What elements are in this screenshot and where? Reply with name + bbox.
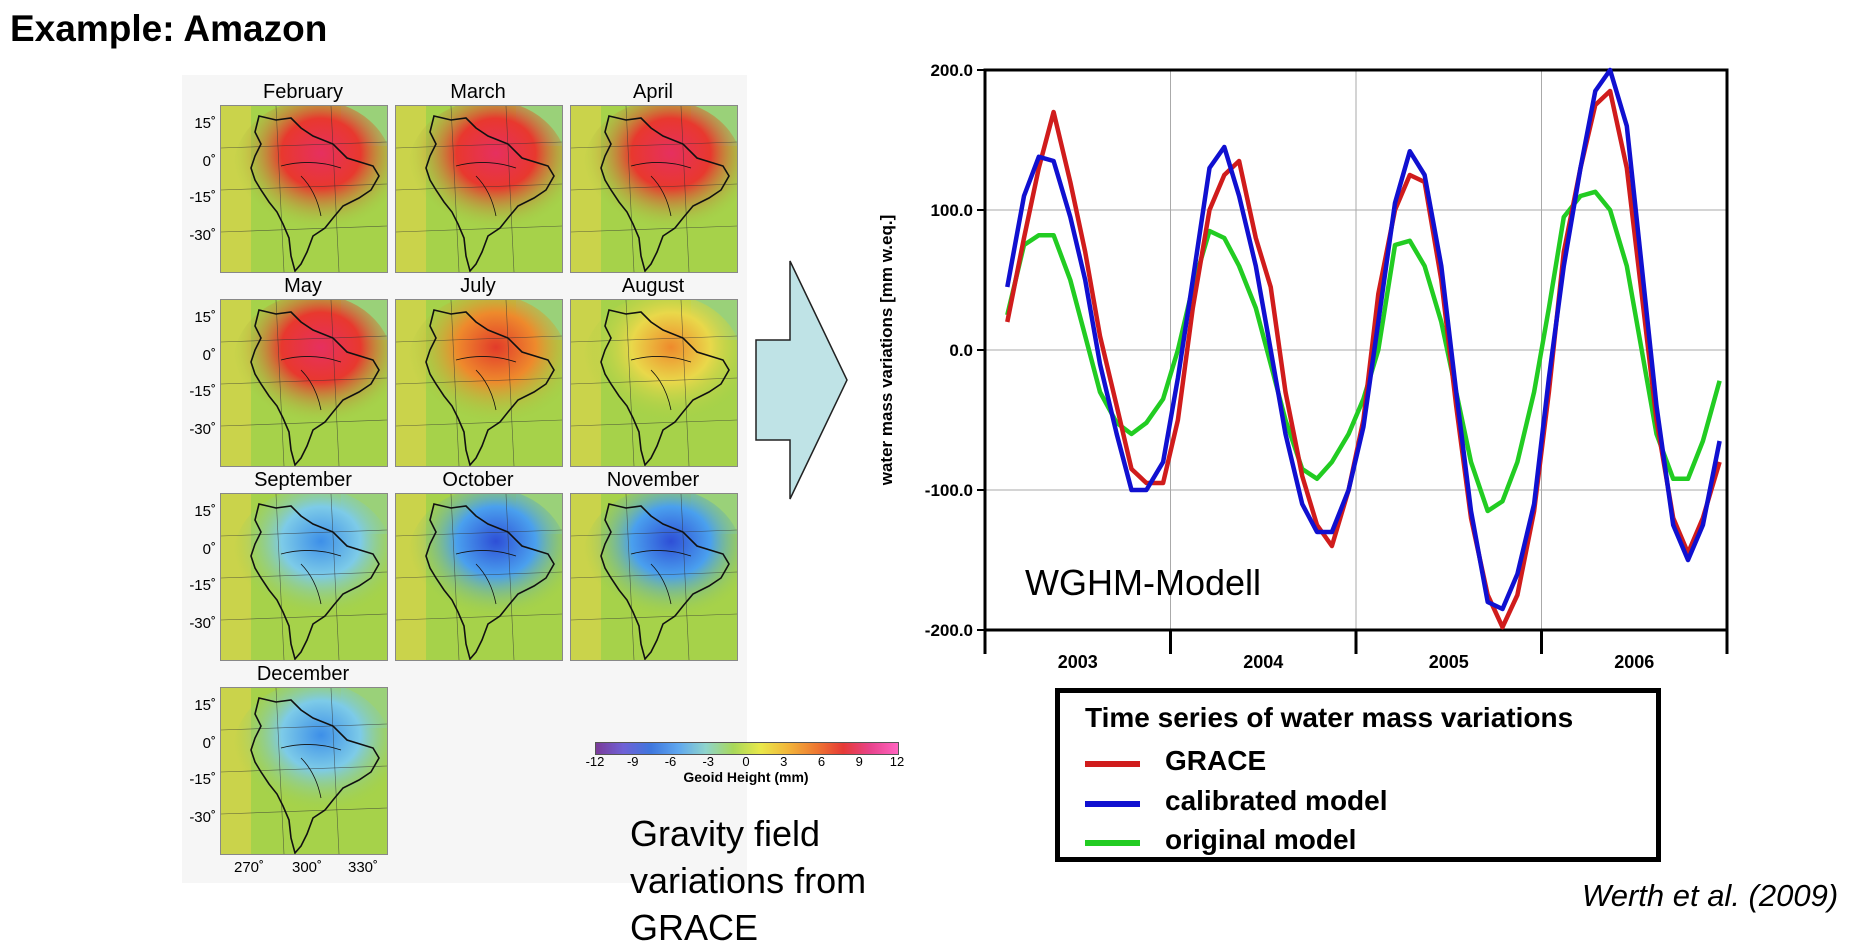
colorbar-tick: 12 xyxy=(889,754,905,769)
citation: Werth et al. (2009) xyxy=(1582,878,1839,913)
lat-label: -30˚ xyxy=(189,809,216,826)
series-line-calibrated-model xyxy=(1005,67,1722,612)
map-september xyxy=(220,493,388,661)
colorbar-tick: 6 xyxy=(817,754,826,769)
y-tick-label: -200.0 xyxy=(925,621,973,640)
grace-maps-panel: February 15˚ 0˚ -15˚ -30˚ March April May 15˚ 0˚ -… xyxy=(182,75,904,948)
lat-label: -30˚ xyxy=(189,227,216,244)
month-label: March xyxy=(450,81,506,103)
colorbar-tick: 3 xyxy=(780,754,788,769)
map-march xyxy=(395,105,563,273)
colorbar-title: Geoid Height (mm) xyxy=(683,769,809,785)
colorbar-tick: 9 xyxy=(855,754,863,769)
lat-label: 15˚ xyxy=(194,115,216,132)
month-label: December xyxy=(256,663,350,685)
y-tick-label: 100.0 xyxy=(930,201,973,220)
month-label: July xyxy=(460,275,496,297)
legend-swatch-grace xyxy=(1085,761,1140,767)
map-november xyxy=(570,493,738,661)
legend-label-original: original model xyxy=(1165,824,1357,855)
legend-label-calibrated: calibrated model xyxy=(1165,785,1388,816)
y-tick-label: 200.0 xyxy=(930,61,973,80)
month-label: May xyxy=(284,275,322,297)
map-october xyxy=(395,493,563,661)
lon-label: 300˚ xyxy=(292,859,323,876)
lat-label: 0˚ xyxy=(202,541,216,558)
legend-title: Time series of water mass variations xyxy=(1085,702,1574,733)
month-label: November xyxy=(606,469,700,491)
lat-label: 0˚ xyxy=(202,735,216,752)
map-december xyxy=(220,687,388,855)
y-tick-label: 0.0 xyxy=(949,341,973,360)
lat-label: -30˚ xyxy=(189,615,216,632)
lat-label: -15˚ xyxy=(189,771,216,788)
water-mass-chart: 200.0 100.0 0.0 -100.0 -200.0 2003 2004 2005 200… xyxy=(877,61,1729,672)
lat-label: 0˚ xyxy=(202,347,216,364)
map-august xyxy=(570,299,738,467)
lon-label: 330˚ xyxy=(348,859,379,876)
month-label: April xyxy=(632,81,673,103)
colorbar-tick: -12 xyxy=(585,754,605,769)
chart-annotation: WGHM-Modell xyxy=(1025,562,1261,603)
x-tick-label: 2004 xyxy=(1243,652,1283,672)
month-label: October xyxy=(442,469,514,491)
colorbar-tick: -6 xyxy=(664,754,677,769)
maps-caption: Gravity field variations from GRACE xyxy=(630,813,867,948)
lat-label: 15˚ xyxy=(194,309,216,326)
slide-title: Example: Amazon xyxy=(10,8,328,49)
series-line-grace xyxy=(1005,88,1722,630)
y-axis-label: water mass variations [mm w.eq.] xyxy=(877,215,896,487)
colorbar xyxy=(595,742,899,755)
month-label: February xyxy=(262,81,344,103)
lat-label: -30˚ xyxy=(189,421,216,438)
x-tick-label: 2006 xyxy=(1614,652,1654,672)
lat-label: -15˚ xyxy=(189,189,216,206)
month-label: August xyxy=(621,275,685,297)
y-tick-label: -100.0 xyxy=(925,481,973,500)
lat-label: 15˚ xyxy=(194,697,216,714)
lon-label: 270˚ xyxy=(234,859,265,876)
lat-label: 0˚ xyxy=(202,153,216,170)
x-tick-label: 2003 xyxy=(1058,652,1098,672)
legend-swatch-original xyxy=(1085,840,1140,846)
colorbar-tick: -9 xyxy=(626,754,639,769)
lat-label: -15˚ xyxy=(189,383,216,400)
map-february xyxy=(220,105,388,273)
x-tick-label: 2005 xyxy=(1429,652,1469,672)
map-may xyxy=(220,299,388,467)
legend-swatch-calibrated xyxy=(1085,801,1140,807)
series-line-original-model xyxy=(1005,189,1722,514)
colorbar-tick: 0 xyxy=(742,754,750,769)
lat-label: -15˚ xyxy=(189,577,216,594)
right-arrow-icon xyxy=(755,260,848,500)
month-label: September xyxy=(254,469,352,491)
map-april xyxy=(570,105,738,273)
legend-label-grace: GRACE xyxy=(1165,745,1267,776)
chart-legend: Time series of water mass variations GRA… xyxy=(1055,688,1661,862)
lat-label: 15˚ xyxy=(194,503,216,520)
colorbar-tick: -3 xyxy=(702,754,715,769)
map-july xyxy=(395,299,563,467)
